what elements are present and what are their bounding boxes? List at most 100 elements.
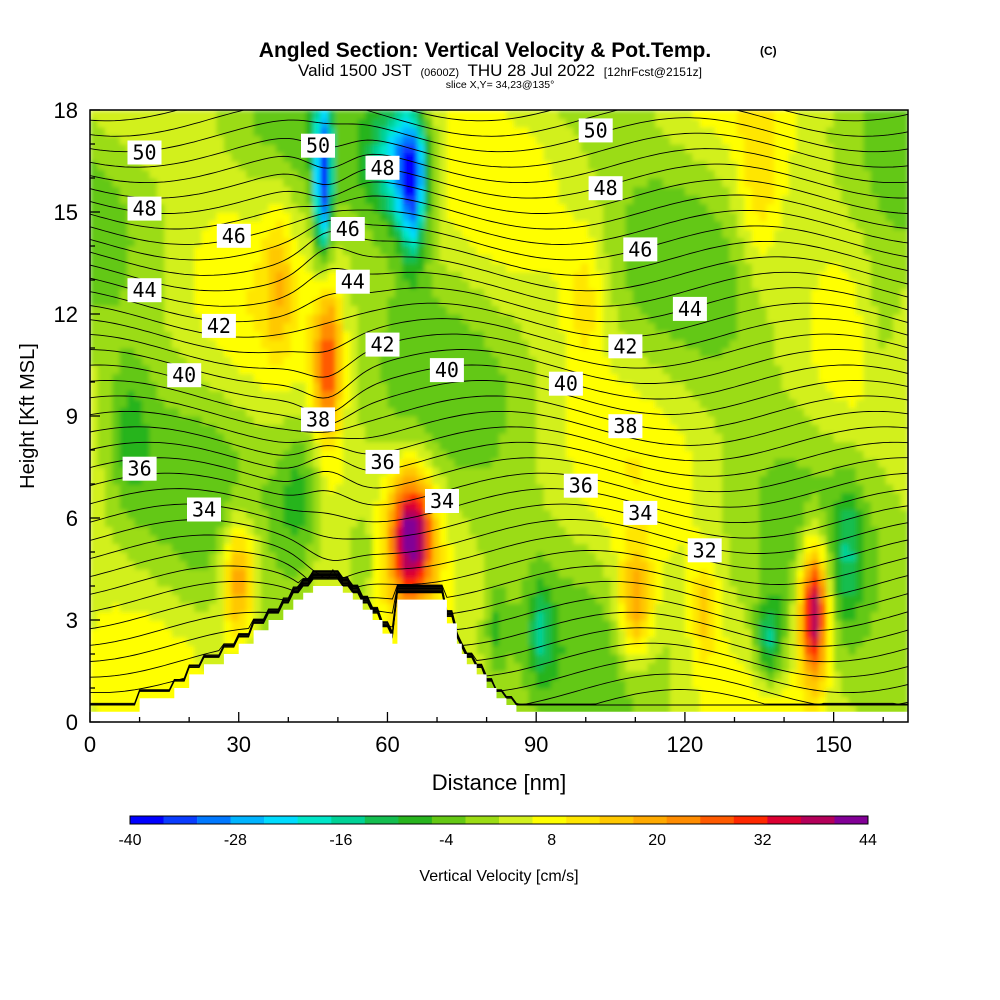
velocity-cell xyxy=(342,535,351,545)
velocity-cell xyxy=(112,501,121,511)
velocity-cell xyxy=(484,382,493,392)
velocity-cell xyxy=(119,314,128,324)
velocity-cell xyxy=(194,263,203,273)
velocity-cell xyxy=(298,186,307,196)
velocity-cell xyxy=(328,475,336,485)
velocity-cell xyxy=(290,186,299,196)
velocity-cell xyxy=(119,705,128,715)
velocity-cell xyxy=(499,526,507,536)
velocity-cell xyxy=(90,263,98,273)
velocity-cell xyxy=(97,424,106,434)
velocity-cell xyxy=(119,297,128,307)
velocity-cell xyxy=(543,288,552,298)
velocity-cell xyxy=(335,237,344,247)
velocity-cell xyxy=(499,611,507,621)
velocity-cell xyxy=(536,390,545,400)
velocity-cell xyxy=(350,518,359,528)
velocity-cell xyxy=(194,212,203,222)
velocity-cell xyxy=(112,110,121,120)
velocity-cell xyxy=(223,127,232,137)
velocity-cell xyxy=(595,560,604,570)
velocity-cell xyxy=(558,271,567,281)
velocity-cell xyxy=(305,450,314,460)
velocity-cell xyxy=(580,110,589,120)
velocity-cell xyxy=(432,161,441,171)
velocity-cell xyxy=(119,305,128,315)
velocity-cell xyxy=(246,118,255,128)
velocity-cell xyxy=(238,373,247,383)
velocity-cell xyxy=(164,611,173,621)
velocity-cell xyxy=(209,560,217,570)
velocity-cell xyxy=(536,135,545,145)
velocity-cell xyxy=(380,263,388,273)
velocity-cell xyxy=(499,280,507,290)
velocity-cell xyxy=(491,212,500,222)
velocity-cell xyxy=(290,127,299,137)
velocity-cell xyxy=(305,203,314,213)
velocity-cell xyxy=(513,322,522,332)
velocity-cell xyxy=(223,594,232,604)
velocity-cell xyxy=(506,611,515,621)
velocity-cell xyxy=(394,229,403,239)
velocity-cell xyxy=(261,203,269,213)
velocity-cell xyxy=(528,705,537,715)
velocity-cell xyxy=(394,518,403,528)
velocity-cell xyxy=(149,526,158,536)
velocity-cell xyxy=(164,458,173,468)
velocity-cell xyxy=(506,135,515,145)
velocity-cell xyxy=(238,110,247,120)
velocity-cell xyxy=(476,450,485,460)
velocity-cell xyxy=(476,526,485,536)
velocity-cell xyxy=(595,169,604,179)
velocity-cell xyxy=(387,433,396,443)
velocity-cell xyxy=(573,679,582,689)
velocity-cell xyxy=(380,322,388,332)
velocity-cell xyxy=(573,118,582,128)
velocity-cell xyxy=(588,535,597,545)
velocity-cell xyxy=(499,467,507,477)
velocity-cell xyxy=(194,169,203,179)
velocity-cell xyxy=(476,484,485,494)
velocity-cell xyxy=(595,433,604,443)
velocity-cell xyxy=(112,348,121,358)
velocity-cell xyxy=(595,212,604,222)
velocity-cell xyxy=(194,237,203,247)
velocity-cell xyxy=(469,118,478,128)
velocity-cell xyxy=(394,399,403,409)
velocity-cell xyxy=(372,195,381,205)
velocity-cell xyxy=(156,441,165,451)
velocity-cell xyxy=(104,348,113,358)
velocity-cell xyxy=(90,144,98,154)
velocity-cell xyxy=(127,186,136,196)
velocity-cell xyxy=(417,118,426,128)
velocity-cell xyxy=(380,144,388,154)
velocity-cell xyxy=(521,407,530,417)
velocity-cell xyxy=(491,552,500,562)
valid-time: Valid 1500 JST xyxy=(298,61,412,80)
velocity-cell xyxy=(142,509,151,519)
velocity-cell xyxy=(513,271,522,281)
velocity-cell xyxy=(543,178,552,188)
velocity-cell xyxy=(179,628,188,638)
velocity-cell xyxy=(246,501,255,511)
velocity-cell xyxy=(342,127,351,137)
velocity-cell xyxy=(127,679,136,689)
velocity-cell xyxy=(246,424,255,434)
velocity-cell xyxy=(580,263,589,273)
velocity-cell xyxy=(387,220,396,230)
velocity-cell xyxy=(499,654,507,664)
velocity-cell xyxy=(558,424,567,434)
velocity-cell xyxy=(424,127,433,137)
velocity-cell xyxy=(528,297,537,307)
velocity-cell xyxy=(536,229,545,239)
velocity-cell xyxy=(439,331,448,341)
velocity-cell xyxy=(565,263,574,273)
velocity-cell xyxy=(528,365,537,375)
velocity-cell xyxy=(186,135,195,145)
velocity-cell xyxy=(588,144,597,154)
velocity-cell xyxy=(536,348,545,358)
velocity-cell xyxy=(305,467,314,477)
velocity-cell xyxy=(283,161,292,171)
velocity-cell xyxy=(417,526,426,536)
velocity-cell xyxy=(402,314,411,324)
